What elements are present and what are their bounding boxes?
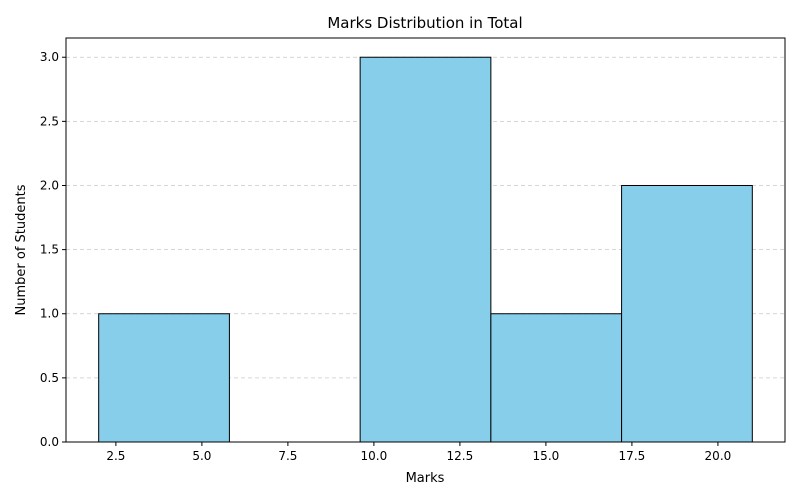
y-tick-label-6: 3.0: [40, 50, 59, 64]
y-axis-label: Number of Students: [14, 184, 29, 315]
histogram-bar-4: [621, 184, 753, 443]
y-tick-label-4: 2.0: [40, 178, 59, 192]
axes: [65, 37, 786, 443]
y-tick-label-1: 0.5: [40, 371, 59, 385]
y-tick-label-3: 1.5: [40, 243, 59, 257]
y-tick-label-2: 1.0: [40, 307, 59, 321]
x-ticks: 2.5 5.0 7.5 10.0 12.5 15.0 17.5 20.0: [106, 442, 731, 463]
histogram-bar-0: [98, 313, 230, 443]
x-tick-label-0: 2.5: [106, 449, 125, 463]
x-tick-label-3: 10.0: [361, 449, 388, 463]
x-tick-label-5: 15.0: [533, 449, 560, 463]
y-tick-label-0: 0.0: [40, 435, 59, 449]
x-tick-label-2: 7.5: [278, 449, 297, 463]
y-ticks: 0.0 0.5 1.0 1.5 2.0 2.5 3.0: [40, 50, 66, 449]
histogram-bar-2: [359, 56, 492, 443]
y-tick-label-5: 2.5: [40, 114, 59, 128]
x-tick-label-1: 5.0: [192, 449, 211, 463]
x-axis-label: Marks: [406, 471, 445, 486]
x-tick-label-4: 12.5: [447, 449, 474, 463]
x-tick-label-6: 17.5: [619, 449, 646, 463]
x-tick-label-7: 20.0: [705, 449, 732, 463]
chart-title: Marks Distribution in Total: [327, 14, 522, 32]
plot-frame: [65, 37, 786, 443]
bars: [98, 56, 753, 443]
histogram-bar-3: [490, 313, 623, 443]
